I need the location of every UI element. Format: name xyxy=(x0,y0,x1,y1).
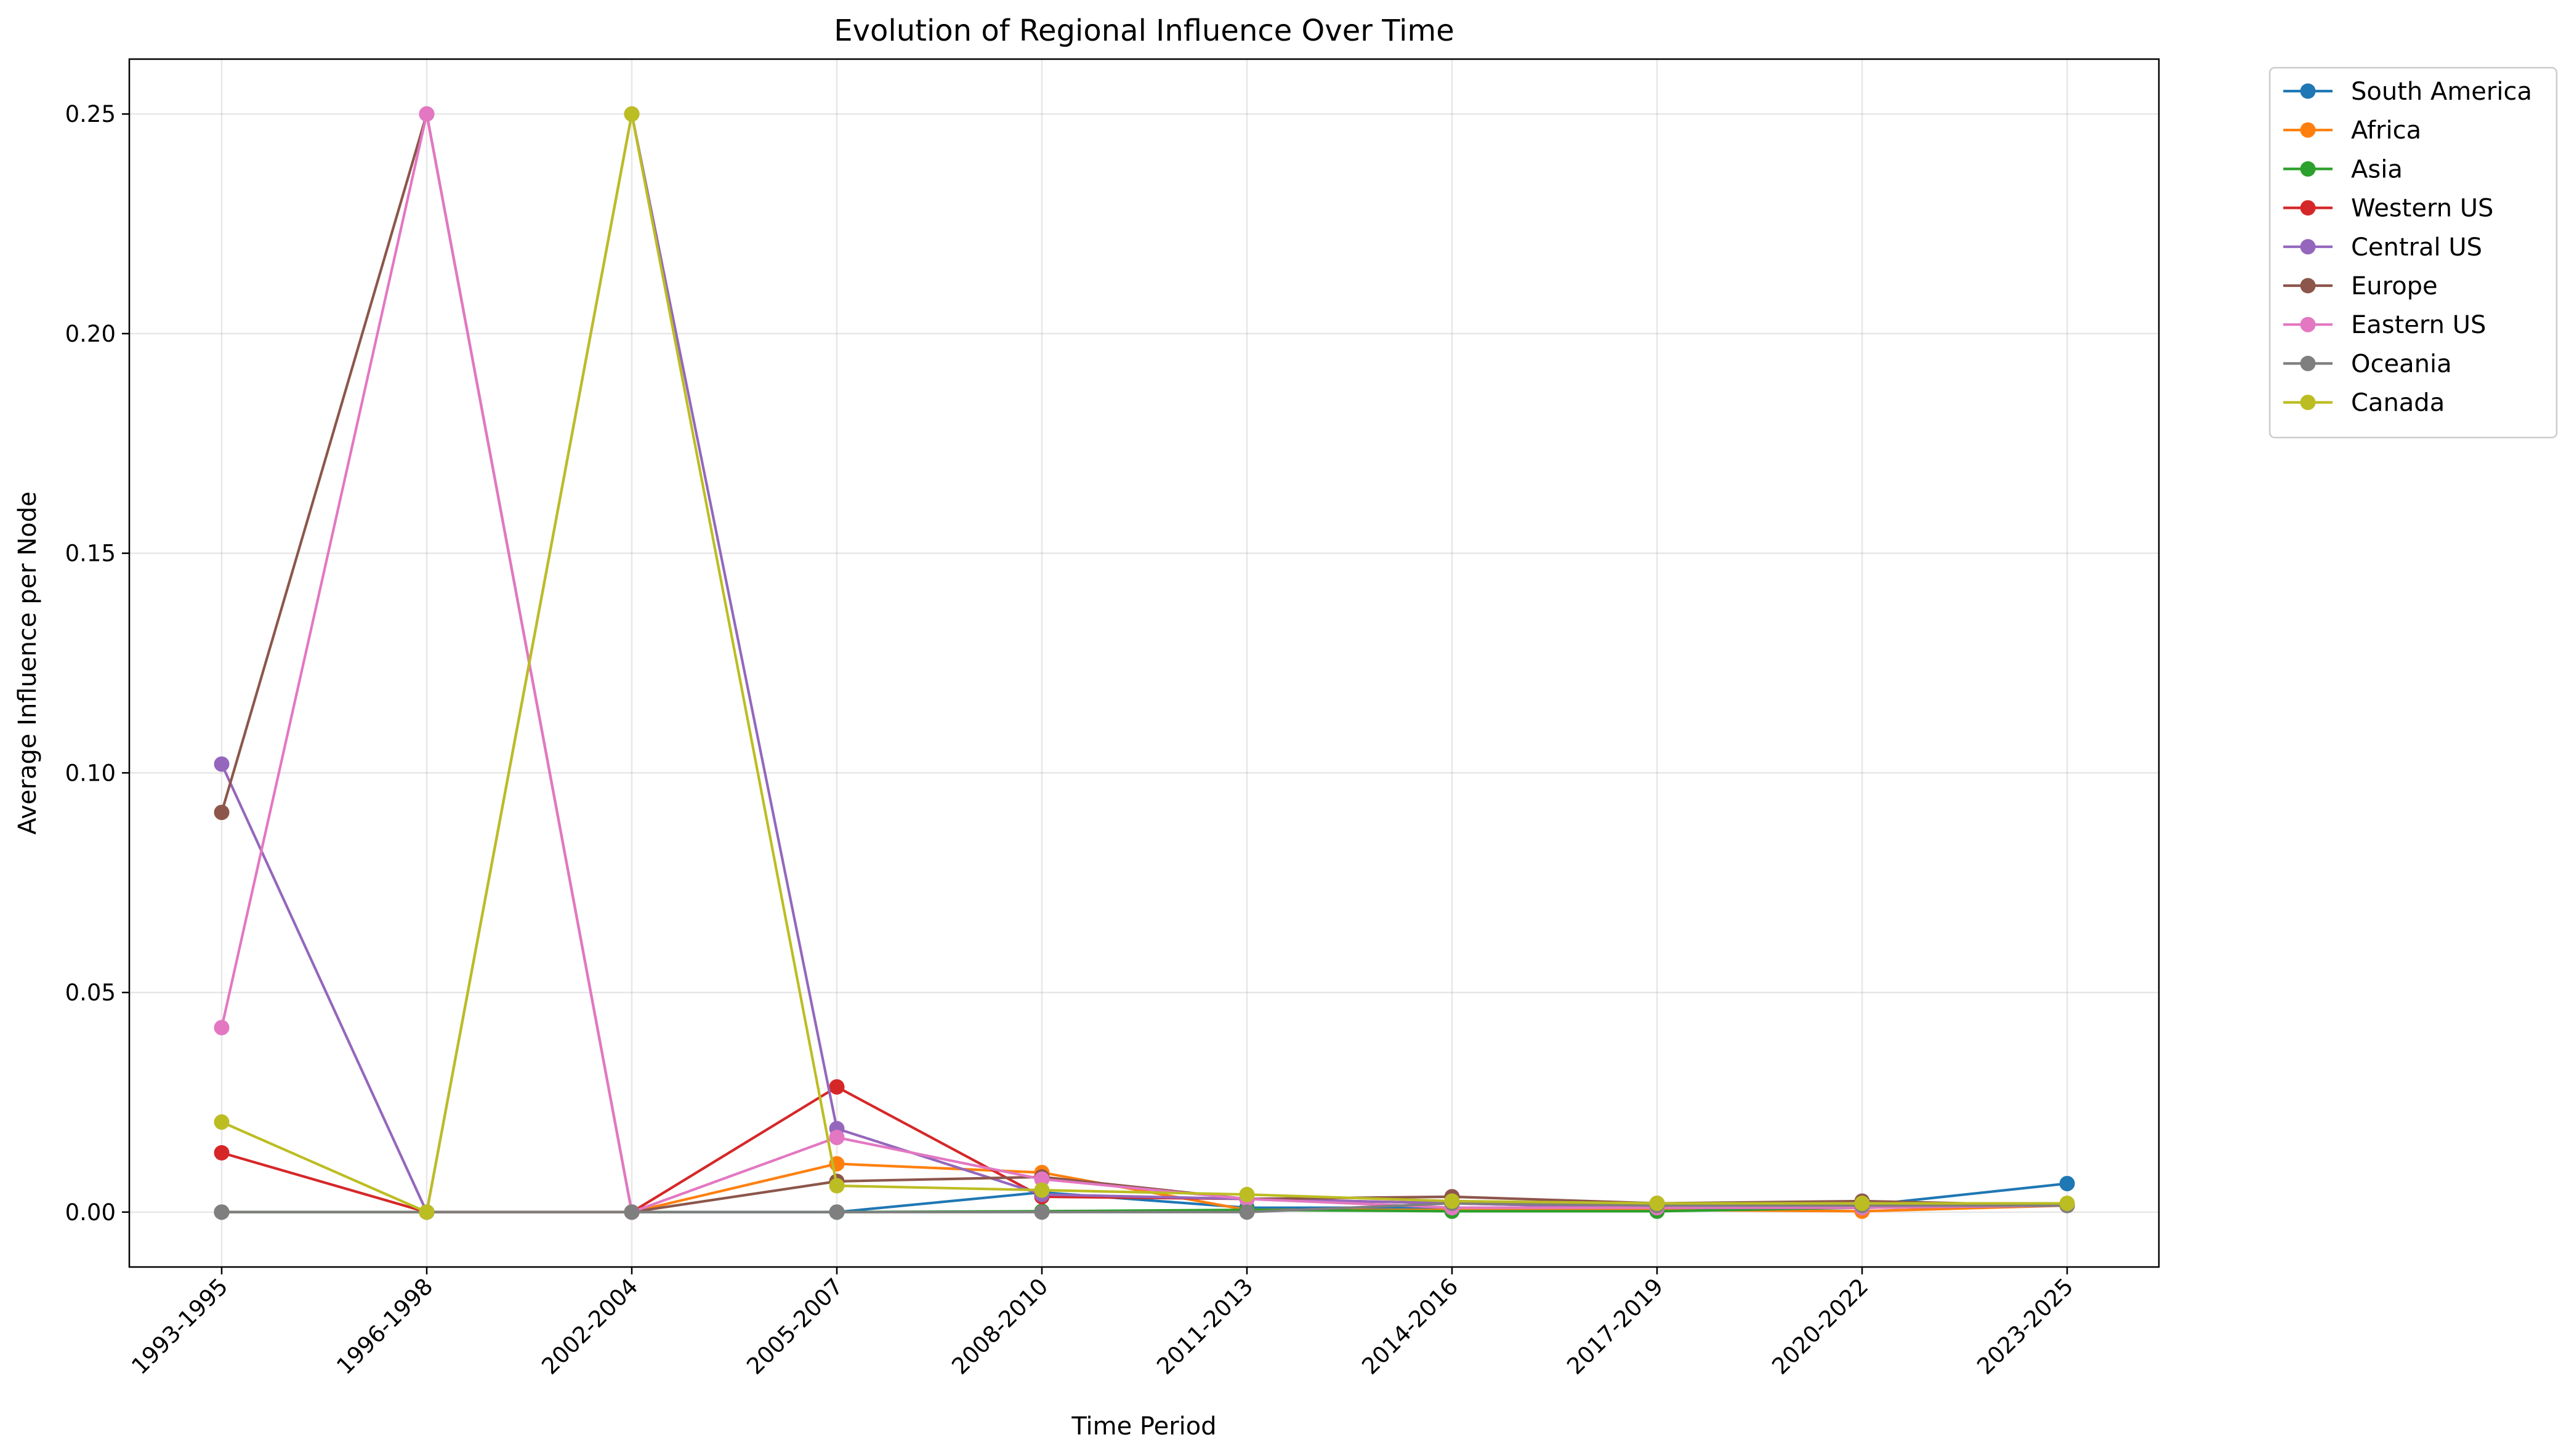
data-point xyxy=(214,1145,230,1161)
data-point xyxy=(624,106,640,122)
legend-label: Eastern US xyxy=(2351,311,2486,339)
data-point xyxy=(214,1114,230,1130)
data-point xyxy=(214,1020,230,1036)
data-point xyxy=(1239,1204,1255,1220)
legend-label: Canada xyxy=(2351,389,2445,417)
y-tick-label: 0.15 xyxy=(65,541,116,567)
legend-label: Western US xyxy=(2351,195,2493,223)
x-axis-title: Time Period xyxy=(1071,1412,1216,1441)
data-point xyxy=(1444,1193,1460,1209)
data-point xyxy=(214,1204,230,1220)
y-tick-label: 0.05 xyxy=(65,979,116,1006)
legend-marker xyxy=(2300,200,2316,216)
data-point xyxy=(2059,1175,2075,1191)
data-point xyxy=(419,106,435,122)
legend-entry: Canada xyxy=(2283,389,2445,417)
legend-box xyxy=(2269,66,2558,439)
legend-entry: Asia xyxy=(2283,155,2403,183)
data-point xyxy=(1034,1182,1050,1198)
data-point xyxy=(829,1079,845,1095)
legend-marker xyxy=(2300,278,2316,294)
legend-label: South America xyxy=(2351,78,2532,106)
legend-label: Asia xyxy=(2351,155,2403,183)
series-canada xyxy=(214,106,2075,1220)
legend-entry: Africa xyxy=(2283,116,2421,145)
legend-entry: Central US xyxy=(2283,233,2482,262)
legend-marker xyxy=(2300,355,2316,371)
legend-label: Oceania xyxy=(2351,350,2452,378)
legend-entry: Western US xyxy=(2283,195,2493,223)
legend-entry: Europe xyxy=(2283,272,2438,300)
data-point xyxy=(1034,1204,1050,1220)
data-point xyxy=(214,805,230,821)
legend-label: Central US xyxy=(2351,233,2482,262)
legend-marker xyxy=(2300,316,2316,332)
plot-frame xyxy=(128,58,2160,1268)
data-point xyxy=(1854,1196,1870,1212)
legend-label: Africa xyxy=(2351,116,2421,145)
series-line xyxy=(222,1202,2067,1213)
chart-title: Evolution of Regional Influence Over Tim… xyxy=(834,14,1454,48)
data-point xyxy=(2059,1196,2075,1212)
data-point xyxy=(829,1130,845,1146)
legend-marker xyxy=(2300,83,2316,99)
y-tick-label: 0.00 xyxy=(65,1199,116,1226)
y-tick-label: 0.20 xyxy=(65,321,116,347)
data-point xyxy=(829,1204,845,1220)
data-point xyxy=(214,756,230,772)
legend-label: Europe xyxy=(2351,272,2438,300)
y-tick-label: 0.25 xyxy=(65,101,116,127)
data-point xyxy=(1034,1171,1050,1187)
series-line xyxy=(221,113,2067,1213)
legend-marker xyxy=(2300,395,2316,411)
data-point xyxy=(1239,1186,1255,1202)
legend-entry: South America xyxy=(2283,78,2532,106)
data-point xyxy=(829,1178,845,1194)
data-point xyxy=(419,1204,435,1220)
legend: South America Africa Asia Western US Central… xyxy=(2269,66,2558,439)
data-point xyxy=(1649,1196,1665,1212)
legend-marker xyxy=(2300,239,2316,255)
legend-entry: Eastern US xyxy=(2283,311,2486,339)
data-point xyxy=(624,1204,640,1220)
legend-marker xyxy=(2300,161,2316,177)
legend-entry: Oceania xyxy=(2283,350,2452,378)
y-axis: 0.00 0.05 0.10 0.15 0.20 0.25 xyxy=(65,101,129,1226)
legend-marker xyxy=(2300,122,2316,138)
y-tick-label: 0.10 xyxy=(65,760,116,786)
y-axis-title: Average Influence per Node xyxy=(14,491,42,835)
series-layer xyxy=(214,106,2075,1220)
